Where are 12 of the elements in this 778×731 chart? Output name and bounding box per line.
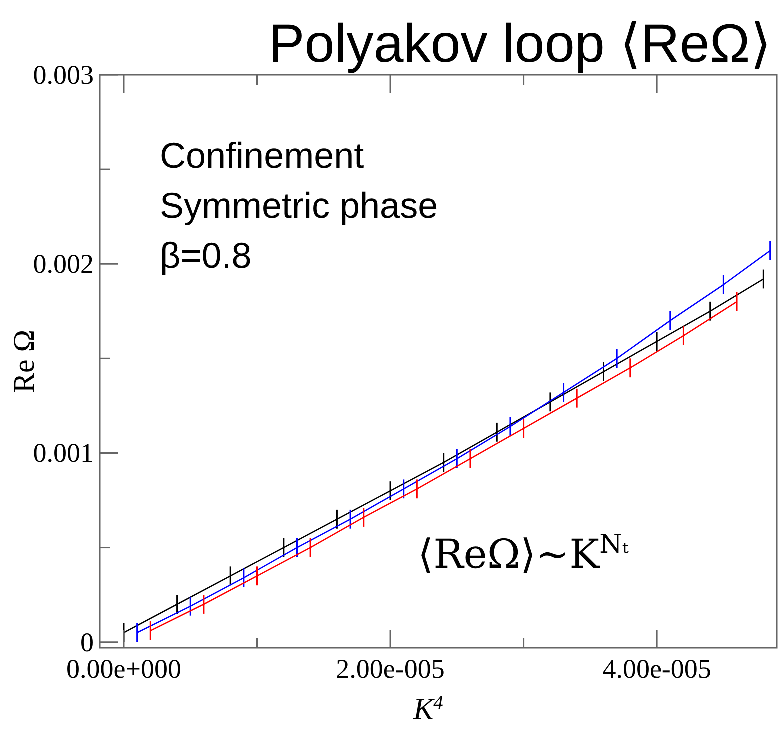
x-axis-title: K$^{4}$ xyxy=(412,692,444,726)
annotation: Symmetric phase xyxy=(160,185,438,226)
annotation: β=0.8 xyxy=(160,235,252,276)
annotation: Confinement xyxy=(160,135,364,176)
y-axis-title: Re Ω xyxy=(8,330,41,394)
y-tick-label: 0.002 xyxy=(33,249,94,280)
x-tick-label: 4.00e-005 xyxy=(602,654,712,684)
x-tick-label: 2.00e-005 xyxy=(336,654,445,684)
annotation: ⟨ReΩ⟩~K$^{Nₜ}$ xyxy=(418,530,630,578)
y-tick-label: 0.001 xyxy=(33,438,94,468)
y-tick-label: 0.003 xyxy=(33,60,94,90)
chart-title: Polyakov loop ⟨ReΩ⟩ xyxy=(268,14,772,74)
